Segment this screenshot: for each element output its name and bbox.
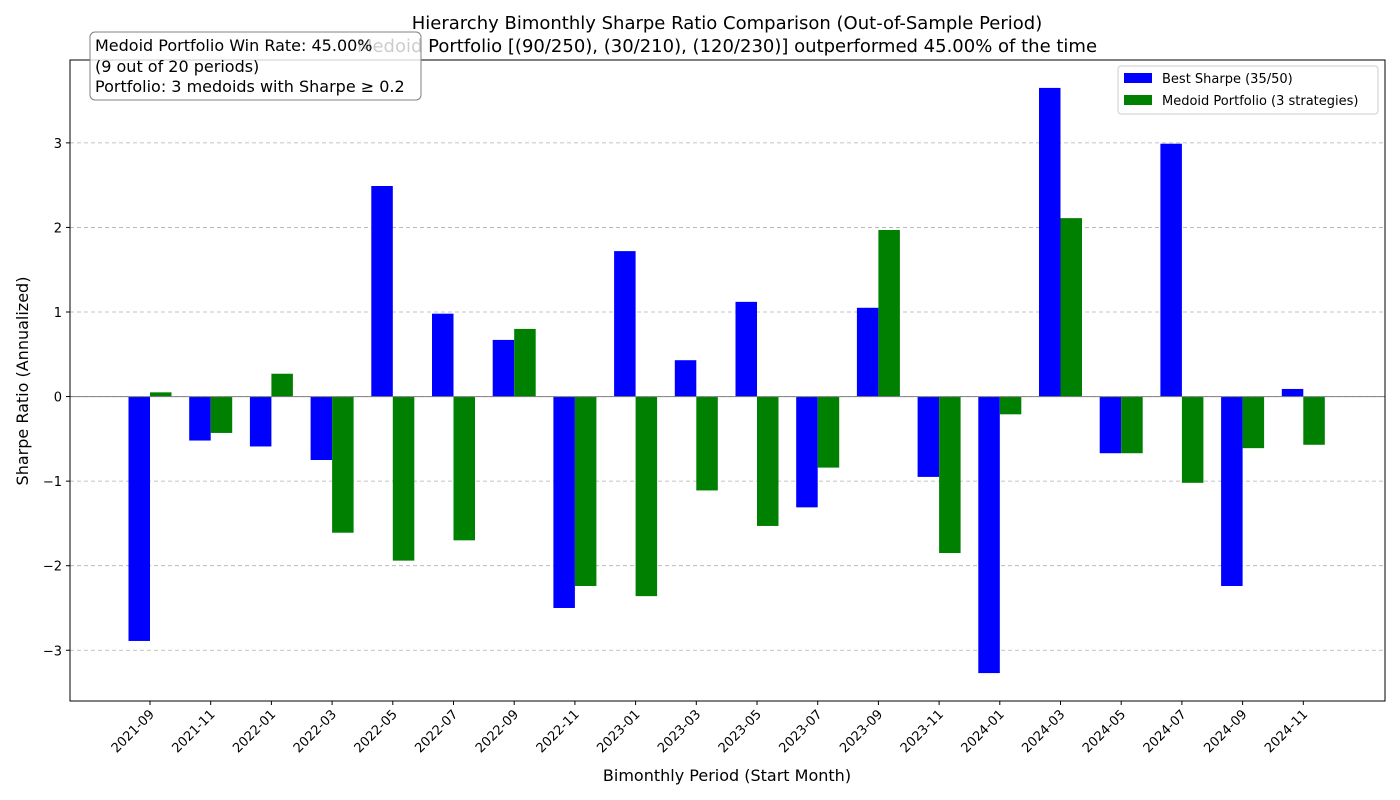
bar-medoid-portfolio [392, 396, 415, 561]
x-tick-label: 2023-01 [594, 707, 643, 756]
y-axis-label: Sharpe Ratio (Annualized) [13, 277, 32, 486]
x-tick-label: 2023-09 [837, 707, 886, 756]
bar-best-sharpe [1221, 396, 1243, 586]
bar-best-sharpe [796, 396, 818, 508]
bar-medoid-portfolio [453, 396, 475, 541]
x-tick-label: 2024-01 [959, 707, 1008, 756]
plot-frame [69, 59, 1386, 702]
y-tick-label: −1 [43, 475, 62, 490]
x-tick-label: 2024-05 [1080, 707, 1129, 756]
x-tick-label: 2024-07 [1141, 707, 1190, 756]
bar-medoid-portfolio [210, 396, 233, 433]
legend-frame [1117, 65, 1379, 115]
y-tick-label: 0 [54, 391, 62, 406]
bar-best-sharpe [856, 307, 879, 397]
bar-medoid-portfolio [878, 229, 900, 397]
annotation-line-periods: (9 out of 20 periods) [95, 57, 259, 76]
x-tick-label: 2024-03 [1019, 707, 1068, 756]
x-tick-label: 2022-03 [291, 707, 340, 756]
chart-title: Hierarchy Bimonthly Sharpe Ratio Compari… [412, 13, 1043, 34]
bar-best-sharpe [614, 251, 636, 397]
x-tick-label: 2022-07 [412, 707, 461, 756]
bar-best-sharpe [1281, 388, 1304, 397]
x-axis-label: Bimonthly Period (Start Month) [603, 766, 851, 785]
bar-medoid-portfolio [939, 396, 961, 554]
legend-swatch-medoid-portfolio [1124, 95, 1152, 105]
legend-label-medoid-portfolio: Medoid Portfolio (3 strategies) [1162, 94, 1359, 109]
bar-medoid-portfolio [757, 396, 779, 526]
bar-medoid-portfolio [271, 373, 293, 397]
bar-medoid-portfolio [514, 328, 536, 397]
bar-best-sharpe [432, 313, 454, 397]
y-tick-label: −2 [43, 560, 62, 575]
legend-label-best-sharpe: Best Sharpe (35/50) [1162, 72, 1293, 87]
bar-medoid-portfolio [574, 396, 597, 586]
bar-medoid-portfolio [1181, 396, 1204, 483]
bar-best-sharpe [553, 396, 575, 608]
x-tick-label: 2023-11 [898, 707, 947, 756]
y-tick-label: −3 [43, 644, 62, 659]
x-tick-label: 2024-11 [1262, 707, 1311, 756]
y-tick-label: 3 [54, 137, 62, 152]
y-tick-label: 1 [54, 306, 62, 321]
bar-best-sharpe [371, 186, 393, 397]
x-tick-label: 2023-07 [777, 707, 826, 756]
x-tick-label: 2021-11 [170, 707, 219, 756]
bar-medoid-portfolio [696, 396, 718, 491]
chart-subtitle: Medoid Portfolio [(90/250), (30/210), (1… [357, 36, 1097, 57]
bar-best-sharpe [1039, 87, 1061, 397]
x-tick-label: 2022-05 [352, 707, 401, 756]
x-tick-label: 2023-05 [716, 707, 765, 756]
bar-best-sharpe [978, 396, 1000, 674]
x-tick-label: 2022-09 [473, 707, 522, 756]
annotation-line-portfolio: Portfolio: 3 medoids with Sharpe ≥ 0.2 [95, 77, 405, 96]
bar-best-sharpe [128, 396, 150, 641]
x-tick-label: 2024-09 [1201, 707, 1250, 756]
bar-best-sharpe [1160, 143, 1182, 397]
bar-best-sharpe [492, 339, 515, 397]
x-tick-label: 2022-11 [534, 707, 583, 756]
bar-medoid-portfolio [817, 396, 840, 468]
bar-best-sharpe [1099, 396, 1122, 454]
bar-medoid-portfolio [1303, 396, 1325, 445]
bar-best-sharpe [249, 396, 272, 447]
x-tick-label: 2022-01 [230, 707, 279, 756]
bar-medoid-portfolio [635, 396, 658, 597]
y-tick-label: 2 [54, 221, 62, 236]
bar-best-sharpe [917, 396, 940, 477]
bar-medoid-portfolio [150, 392, 172, 397]
annotation-box [89, 31, 422, 101]
annotation-line-win-rate: Medoid Portfolio Win Rate: 45.00% [95, 36, 373, 55]
x-tick-label: 2023-03 [655, 707, 704, 756]
x-tick-label: 2021-09 [109, 707, 158, 756]
bar-medoid-portfolio [332, 396, 354, 533]
legend-swatch-best-sharpe [1124, 73, 1152, 83]
legend: Best Sharpe (35/50) Medoid Portfolio (3 … [1117, 65, 1379, 115]
bar-medoid-portfolio [1242, 396, 1265, 449]
bar-best-sharpe [735, 301, 757, 397]
bar-medoid-portfolio [1121, 396, 1143, 454]
win-rate-annotation: Medoid Portfolio Win Rate: 45.00% (9 out… [89, 31, 422, 101]
bar-medoid-portfolio [1060, 218, 1082, 397]
bar-best-sharpe [189, 396, 211, 441]
bar-best-sharpe [310, 396, 333, 460]
bar-medoid-portfolio [999, 396, 1022, 415]
bar-best-sharpe [674, 360, 697, 397]
